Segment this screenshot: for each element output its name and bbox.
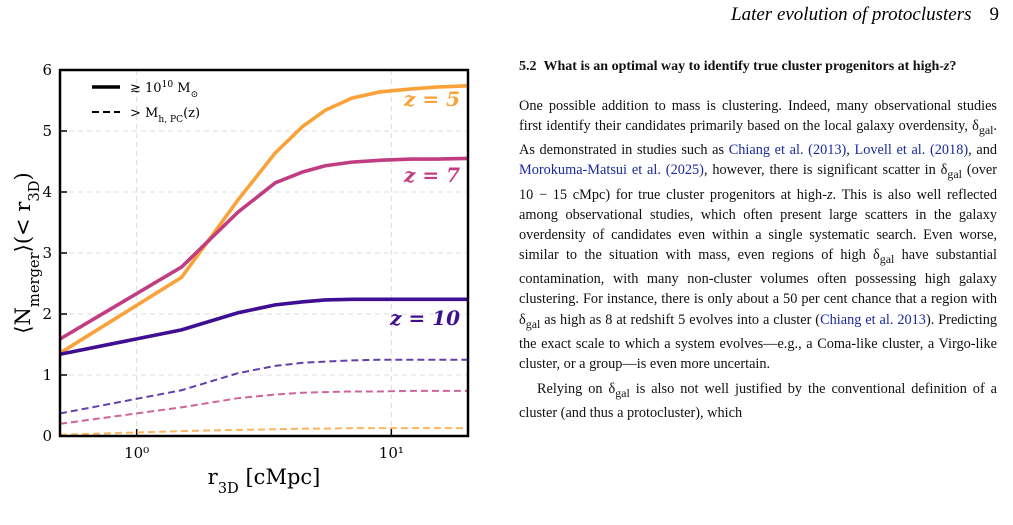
x-tick-label: 10⁰ xyxy=(124,444,149,462)
section-number: 5.2 xyxy=(519,59,537,74)
text-run: , xyxy=(846,142,855,159)
running-header: Later evolution of protoclusters 9 xyxy=(731,4,999,26)
line-label: z = 7 xyxy=(403,163,460,187)
legend-label: ≳ 1010 M⊙ xyxy=(130,80,198,100)
series-line xyxy=(59,84,469,355)
y-axis-label: ⟨Nmerger⟩(< r3D) xyxy=(11,172,43,333)
section-title: What is an optimal way to identify true … xyxy=(543,59,944,74)
section-title-end: ? xyxy=(949,59,957,74)
label-part: [cMpc] xyxy=(239,465,321,489)
subscript: gal xyxy=(525,316,541,331)
y-tick-label: 5 xyxy=(42,122,52,140)
label-part: ) xyxy=(11,172,35,180)
line-label: z = 10 xyxy=(389,306,460,330)
text-run: (over 10 − 15 cMpc) for true cluster pro… xyxy=(519,162,997,203)
x-axis-label: r3D [cMpc] xyxy=(208,465,321,497)
label-part: 3D xyxy=(218,480,239,497)
citation[interactable]: Chiang et al. 2013 xyxy=(820,311,926,328)
citation[interactable]: Chiang et al. (2013) xyxy=(728,142,847,159)
citation[interactable]: Morokuma-Matsui et al. (2025) xyxy=(519,162,704,179)
text-run: have substantial contamination, with man… xyxy=(519,247,997,328)
text-run: , however, there is significant scatter … xyxy=(703,162,948,179)
label-part: 3D xyxy=(26,181,43,202)
label-part: (z) xyxy=(183,106,200,121)
subscript: gal xyxy=(978,123,994,138)
label-part: h, PC xyxy=(158,115,183,125)
section-title-z: z xyxy=(943,59,950,74)
text-run: . This is also well reflected among obse… xyxy=(519,186,997,264)
header-title: Later evolution of protoclusters xyxy=(731,4,972,25)
text-run: . As demonstrated in studies such as xyxy=(519,118,997,159)
label-part: 10 xyxy=(162,80,174,90)
label-part: r xyxy=(208,465,219,489)
text-column: 5.2 What is an optimal way to identify t… xyxy=(519,57,997,525)
label-part: ⟨N xyxy=(11,307,35,334)
y-tick-label: 3 xyxy=(42,244,52,262)
label-part: > M xyxy=(130,106,158,121)
text-run: One possible addition to mass is cluster… xyxy=(519,98,997,135)
subscript: gal xyxy=(615,385,630,400)
text-run: , and xyxy=(968,142,997,159)
label-part: ⟩(< r xyxy=(11,201,35,253)
y-tick-label: 6 xyxy=(42,61,52,79)
italic: z xyxy=(826,186,833,203)
subscript: gal xyxy=(947,167,962,182)
page-number: 9 xyxy=(989,4,1000,25)
paragraph: Relying on δgal is also not well justifi… xyxy=(519,379,997,423)
line-label: z = 5 xyxy=(403,87,460,111)
y-tick-label: 2 xyxy=(42,305,52,323)
label-part: M xyxy=(173,81,190,96)
text-run: Relying on δ xyxy=(537,381,616,398)
label-part: ⊙ xyxy=(191,90,199,100)
series-line xyxy=(59,427,468,436)
series-line xyxy=(59,156,469,341)
label-part: ≳ 10 xyxy=(130,81,162,96)
text-run: is also not well justified by the conven… xyxy=(519,381,997,422)
legend-label: > Mh, PC(z) xyxy=(130,106,200,125)
section-heading: 5.2 What is an optimal way to identify t… xyxy=(519,57,997,76)
label-part: merger xyxy=(26,251,43,307)
text-run: as high as 8 at redshift 5 evolves into … xyxy=(540,311,821,328)
x-tick-label: 10¹ xyxy=(379,444,404,462)
text-run: ). Predicting the exact scale to which a… xyxy=(519,311,997,372)
paragraph: One possible addition to mass is cluster… xyxy=(519,96,997,374)
y-tick-label: 4 xyxy=(42,183,52,201)
series-line xyxy=(59,389,468,425)
citation[interactable]: Lovell et al. (2018) xyxy=(854,142,969,159)
y-tick-label: 0 xyxy=(42,427,52,445)
y-tick-label: 1 xyxy=(42,366,52,384)
plot-frame xyxy=(58,68,470,438)
series-line xyxy=(59,297,468,357)
subscript: gal xyxy=(879,252,895,266)
series-line xyxy=(59,358,468,415)
